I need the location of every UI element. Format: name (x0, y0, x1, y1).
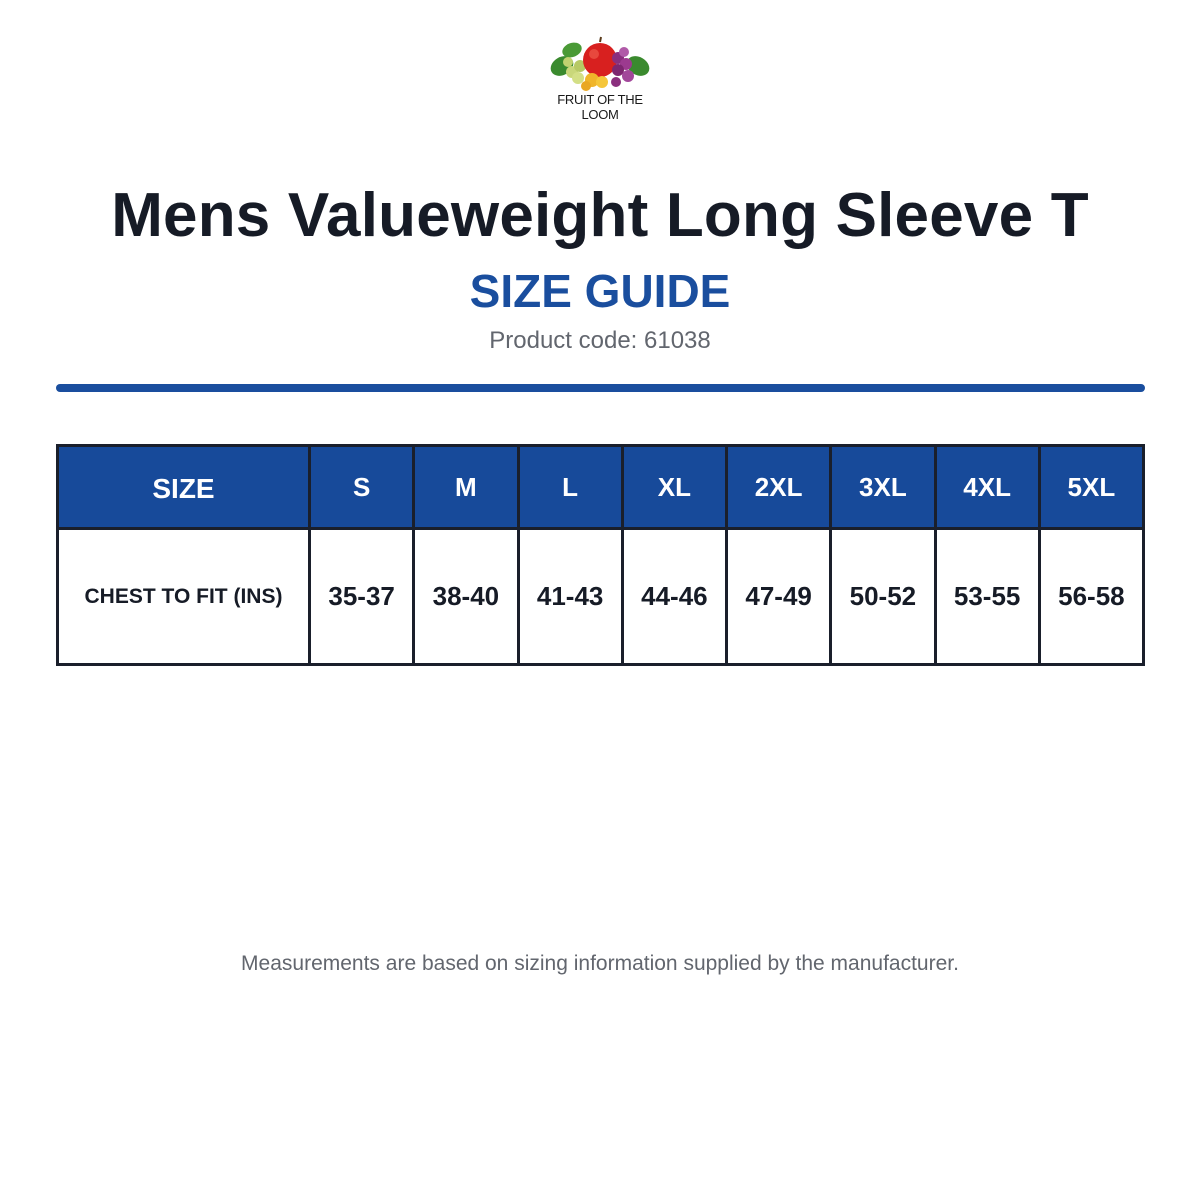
size-header-cell: M (412, 444, 520, 530)
footnote: Measurements are based on sizing informa… (241, 952, 959, 975)
size-header-label: SIZE (56, 444, 311, 530)
brand-logo-text: FRUIT OF THE LOOM (557, 92, 643, 122)
fruit-cluster-icon (550, 36, 650, 91)
chest-cell: 47-49 (724, 527, 833, 666)
size-header-cell: S (307, 444, 416, 530)
page-title: Mens Valueweight Long Sleeve T (111, 181, 1089, 250)
chest-cell: 50-52 (829, 527, 937, 666)
chest-cell: 41-43 (516, 527, 624, 666)
product-code: Product code: 61038 (489, 327, 711, 354)
chest-cell: 56-58 (1037, 527, 1146, 666)
size-header-cell: XL (620, 444, 729, 530)
page-subtitle: SIZE GUIDE (469, 265, 731, 317)
size-header-row: SIZE S M L XL 2XL 3XL 4XL 5XL (56, 444, 1146, 530)
chest-row-label: CHEST TO FIT (INS) (56, 527, 311, 666)
size-header-cell: 5XL (1037, 444, 1146, 530)
header-divider (56, 384, 1145, 392)
chest-cell: 53-55 (933, 527, 1041, 666)
brand-logo: FRUIT OF THE LOOM (540, 36, 660, 122)
chest-cell: 44-46 (620, 527, 729, 666)
chest-cell: 38-40 (412, 527, 520, 666)
size-table: SIZE S M L XL 2XL 3XL 4XL 5XL CHEST TO F… (56, 444, 1146, 666)
size-header-cell: L (516, 444, 624, 530)
size-header-cell: 4XL (933, 444, 1041, 530)
chest-row: CHEST TO FIT (INS) 35-37 38-40 41-43 44-… (56, 527, 1146, 666)
chest-cell: 35-37 (307, 527, 416, 666)
size-header-cell: 3XL (829, 444, 937, 530)
size-header-cell: 2XL (724, 444, 833, 530)
